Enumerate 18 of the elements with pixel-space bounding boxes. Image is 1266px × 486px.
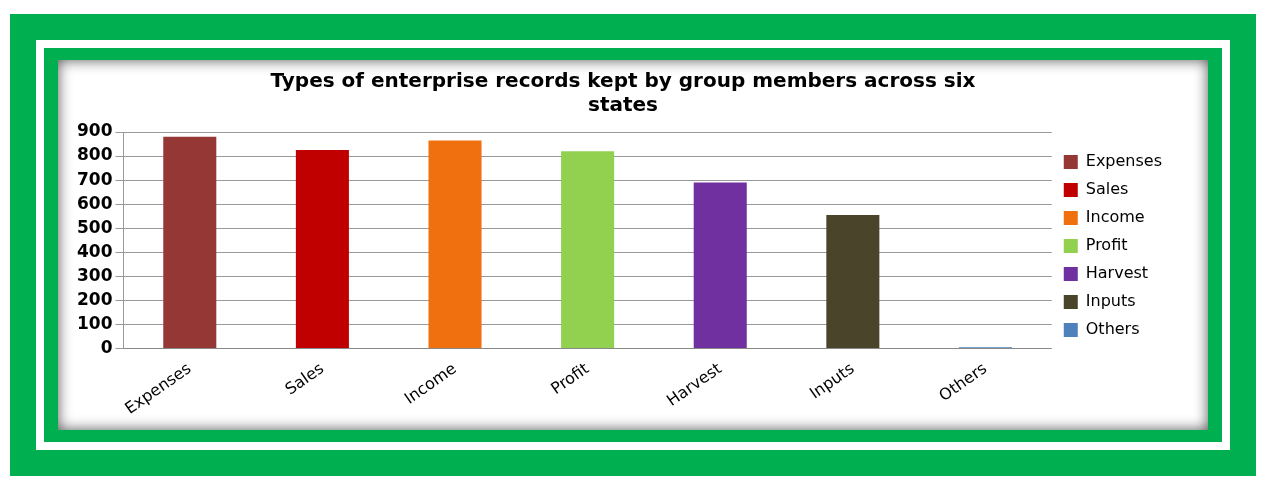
y-tick-label: 500 [76, 216, 113, 237]
legend-label: Profit [1085, 235, 1128, 255]
y-tick-label: 200 [76, 288, 113, 309]
legend-label: Others [1085, 319, 1140, 339]
y-tick-label: 300 [76, 264, 113, 285]
y-tick-label: 0 [100, 336, 113, 357]
chart-title: Types of enterprise records kept by group members across six states [270, 68, 976, 117]
legend-label: Expenses [1085, 151, 1162, 171]
legend-label: Sales [1085, 179, 1129, 199]
y-tick-label: 400 [76, 240, 113, 261]
y-tick-label: 100 [76, 312, 113, 333]
legend-label: Inputs [1085, 291, 1136, 311]
y-tick-label: 600 [76, 192, 113, 213]
legend-label: Harvest [1085, 263, 1149, 283]
y-tick-label: 900 [76, 120, 113, 141]
legend-label: Income [1085, 207, 1145, 227]
y-tick-label: 800 [76, 144, 113, 165]
y-tick-label: 700 [76, 168, 113, 189]
